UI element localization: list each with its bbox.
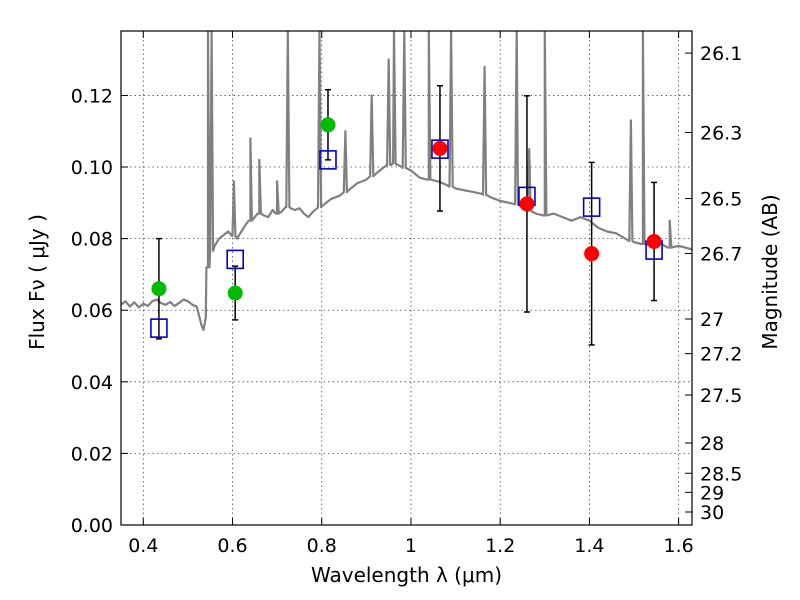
x-tick-label: 0.8 [307,535,337,557]
observed-green-point [320,117,336,133]
y2-tick-label: 26.5 [700,189,742,211]
observed-red-point [646,233,662,249]
y2-tick-label: 28.5 [700,463,742,485]
y2-tick-label: 26.1 [700,43,742,65]
y-tick-label: 0.12 [71,85,113,107]
y2-tick-label: 26.7 [700,243,742,265]
y2-axis-label: Magnitude (AB) [758,194,782,349]
y2-tick-label: 28 [700,433,724,455]
observed-red-point [584,246,600,262]
observed-green-point [227,285,243,301]
sed-template-layer [121,31,692,331]
y2-tick-label: 27.2 [700,344,742,366]
y-tick-label: 0.08 [71,229,113,251]
x-tick-label: 1.2 [485,535,515,557]
x-tick-label: 1.6 [664,535,694,557]
y-tick-label: 0.02 [71,443,113,465]
y-tick-label: 0.04 [71,372,113,394]
observed-red-point [519,196,535,212]
model-band-box [582,197,601,217]
observed-green-point [151,281,167,297]
y2-tick-label: 26.3 [700,122,742,144]
y-tick-label: 0.00 [71,515,113,537]
y-axis-label: Flux Fν ( μJy ) [25,214,49,350]
error-bars-layer [155,85,658,346]
model-band-box [319,150,337,170]
ticks-layer: 0.4 0.6 0.8 1 1.2 1.4 1.6 0.00 0.02 0.04 0.06 0.08 0… [71,31,742,557]
x-tick-label: 1 [405,535,417,557]
y2-tick-label: 29 [700,482,724,504]
plot-frame [120,30,693,526]
y-tick-label: 0.06 [71,300,113,322]
model-band-box [226,249,244,270]
y2-tick-label: 30 [700,502,724,524]
model-band-box [431,139,449,159]
x-axis-label: Wavelength λ (μm) [311,563,502,587]
x-tick-label: 1.4 [574,535,604,557]
x-tick-label: 0.4 [128,535,158,557]
y2-tick-label: 27.5 [700,385,742,407]
sed-template-line [121,31,692,331]
y-tick-label: 0.10 [71,157,113,179]
observed-red-point [432,140,448,156]
model-band-box [150,318,168,338]
x-tick-label: 0.6 [217,535,247,557]
points-layer [150,117,663,338]
y2-tick-label: 27 [700,309,724,331]
